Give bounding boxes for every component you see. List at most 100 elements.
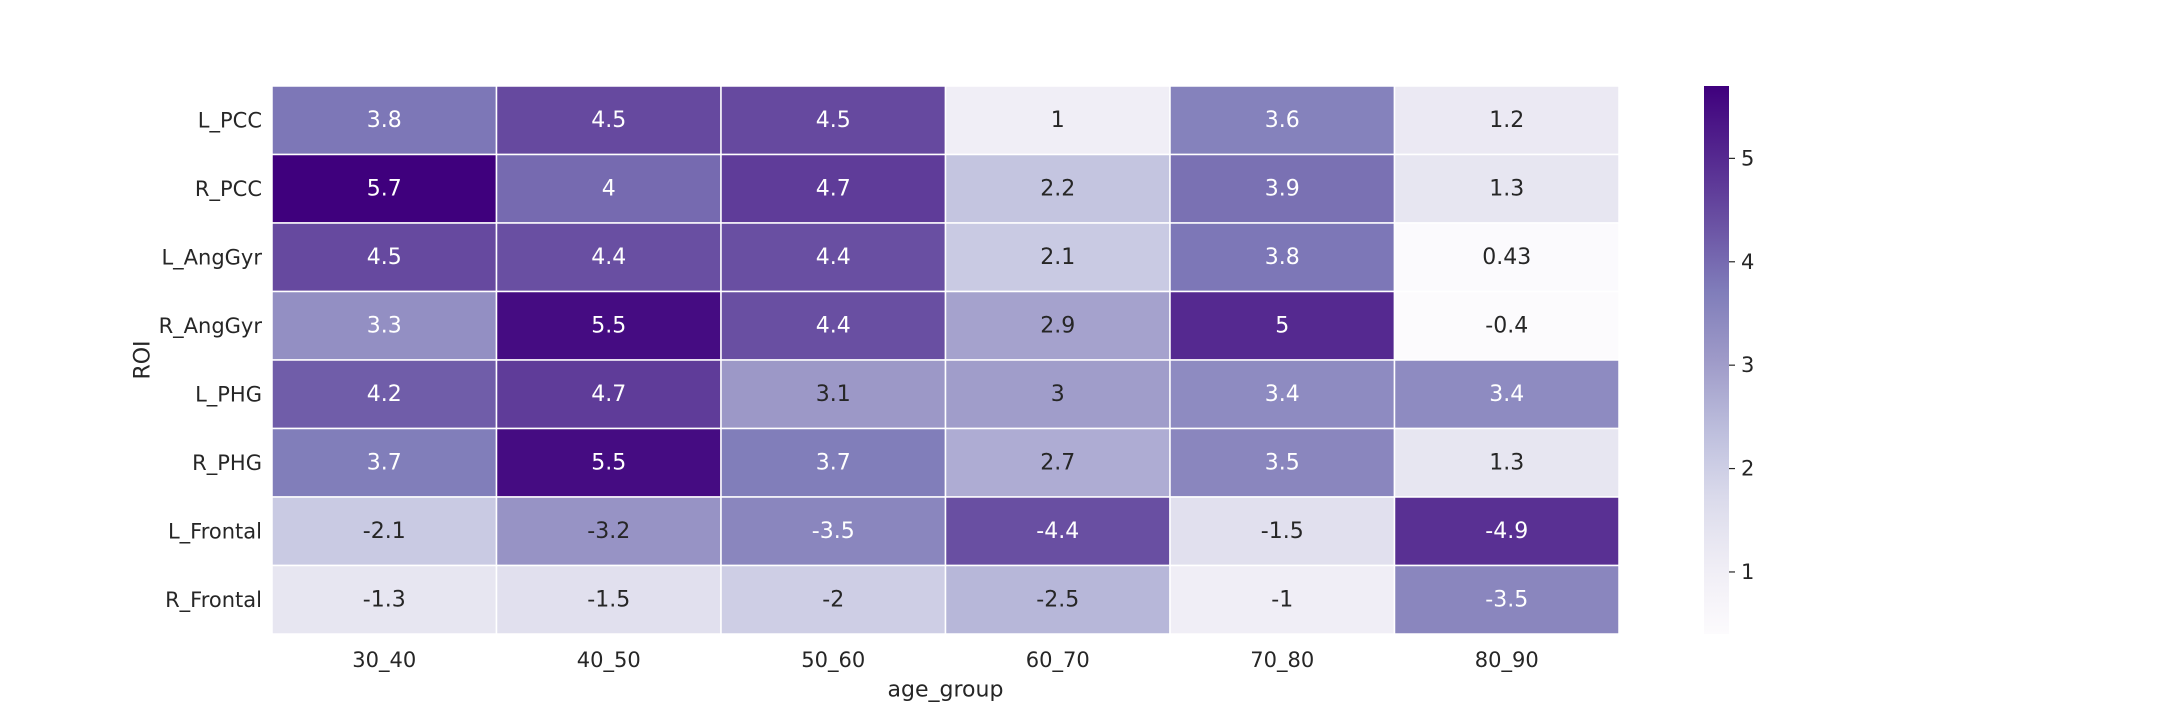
y-tick-label: R_Frontal: [165, 588, 262, 613]
cell-annotation: 1.2: [1489, 108, 1524, 133]
cell-annotation: 2.2: [1040, 176, 1075, 201]
cell-annotations: 3.8 4.5 4.5 1 3.6 1.2 5.7 4 4.7 2.2 3.9 1.3 4.5 4.4 4.…: [363, 108, 1531, 613]
heatmap-cell: [271, 427, 498, 498]
cell-annotation: 3: [1051, 382, 1065, 407]
cell-annotation: 4.2: [367, 382, 402, 407]
cell-annotation: 2.9: [1040, 313, 1075, 338]
heatmap-cell: [1393, 153, 1620, 224]
cell-annotation: -1: [1271, 587, 1293, 612]
cell-annotation: -1.5: [587, 587, 630, 612]
x-tick-label: 30_40: [352, 648, 416, 673]
heatmap-cell: [271, 85, 498, 156]
cell-annotation: 3.9: [1265, 176, 1300, 201]
cell-annotation: 4.7: [816, 176, 851, 201]
heatmap-cell: [720, 564, 947, 635]
heatmap-cell: [944, 564, 1171, 635]
y-tick-label: R_PCC: [195, 177, 262, 202]
cell-annotation: 1: [1051, 108, 1065, 133]
colorbar-tick-label: 4: [1741, 250, 1754, 274]
cell-annotation: 4.4: [591, 245, 626, 270]
cell-annotation: 4.7: [591, 382, 626, 407]
cell-annotation: -2.5: [1036, 587, 1079, 612]
heatmap-cell: [720, 359, 947, 430]
cell-annotation: -1.5: [1261, 519, 1304, 544]
colorbar: [1704, 86, 1729, 634]
cell-annotation: -3.5: [1485, 587, 1528, 612]
cell-annotation: 4.4: [816, 313, 851, 338]
heatmap-cell: [720, 496, 947, 567]
heatmap-cell: [944, 290, 1171, 361]
cell-annotation: 3.6: [1265, 108, 1300, 133]
y-tick-label: R_PHG: [192, 451, 262, 476]
cell-annotation: 5: [1275, 313, 1289, 338]
cell-annotation: -4.9: [1485, 519, 1528, 544]
heatmap-cell: [495, 222, 722, 293]
heatmap-cell: [1169, 427, 1396, 498]
heatmap-cell: [495, 496, 722, 567]
cell-annotation: -4.4: [1036, 519, 1079, 544]
cell-annotation: 3.3: [367, 313, 402, 338]
cell-annotation: 5.5: [591, 313, 626, 338]
y-tick-label: L_PCC: [198, 108, 262, 133]
colorbar-tick-label: 5: [1741, 146, 1754, 170]
heatmap-cell: [495, 85, 722, 156]
colorbar-tick-label: 2: [1741, 457, 1754, 481]
heatmap-cell: [944, 222, 1171, 293]
heatmap-cell: [1169, 564, 1396, 635]
colorbar-tick-label: 3: [1741, 353, 1754, 377]
heatmap-cell: [1393, 427, 1620, 498]
heatmap-cell: [720, 85, 947, 156]
y-tick-label: R_AngGyr: [159, 314, 263, 339]
cell-annotation: 4: [602, 176, 616, 201]
cell-annotation: 1.3: [1489, 450, 1524, 475]
cell-annotation: 3.7: [367, 450, 402, 475]
x-axis-title: age_group: [888, 678, 1004, 703]
cell-annotation: 3.5: [1265, 450, 1300, 475]
cell-annotation: 3.8: [1265, 245, 1300, 270]
heatmap-cell: [1393, 359, 1620, 430]
cell-annotation: -3.2: [587, 519, 630, 544]
cell-annotation: 3.8: [367, 108, 402, 133]
heatmap-cell: [1169, 290, 1396, 361]
cell-annotation: 4.5: [816, 108, 851, 133]
cell-annotation: -1.3: [363, 587, 406, 612]
colorbar-tick-label: 1: [1741, 560, 1754, 584]
cell-annotation: 1.3: [1489, 176, 1524, 201]
cell-annotation: -2: [822, 587, 844, 612]
heatmap-cell: [720, 290, 947, 361]
heatmap-cell: [271, 564, 498, 635]
colorbar-ticks: 1 2 3 4 5: [1729, 146, 1754, 584]
y-tick-label: L_PHG: [195, 382, 262, 407]
heatmap-cell: [271, 290, 498, 361]
heatmap-cell: [1393, 496, 1620, 567]
x-tick-label: 40_50: [577, 648, 641, 673]
heatmap-cell: [944, 85, 1171, 156]
heatmap-cell: [495, 290, 722, 361]
cell-annotation: -3.5: [812, 519, 855, 544]
heatmap-cell: [1393, 222, 1620, 293]
heatmap-cell: [1393, 85, 1620, 156]
x-axis-ticks: 30_40 40_50 50_60 60_70 70_80 80_90: [352, 648, 1538, 673]
cell-annotation: 4.4: [816, 245, 851, 270]
heatmap-cell: [271, 496, 498, 567]
x-tick-label: 70_80: [1250, 648, 1314, 673]
heatmap-cell: [271, 359, 498, 430]
heatmap-cell: [495, 153, 722, 224]
y-axis-ticks: L_PCC R_PCC L_AngGyr R_AngGyr L_PHG R_PHG L_Fr…: [159, 108, 263, 613]
heatmap-cell: [944, 496, 1171, 567]
cell-annotation: 4.5: [591, 108, 626, 133]
cell-annotation: 0.43: [1482, 245, 1531, 270]
heatmap-cells: [271, 85, 1620, 635]
heatmap-cell: [1393, 564, 1620, 635]
x-tick-label: 80_90: [1475, 648, 1539, 673]
cell-annotation: 2.1: [1040, 245, 1075, 270]
cell-annotation: -2.1: [363, 519, 406, 544]
cell-annotation: 5.5: [591, 450, 626, 475]
y-axis-title: ROI: [131, 340, 156, 379]
y-tick-label: L_Frontal: [168, 519, 262, 544]
cell-annotation: 4.5: [367, 245, 402, 270]
heatmap-cell: [944, 359, 1171, 430]
heatmap-cell: [1169, 222, 1396, 293]
x-tick-label: 60_70: [1026, 648, 1090, 673]
